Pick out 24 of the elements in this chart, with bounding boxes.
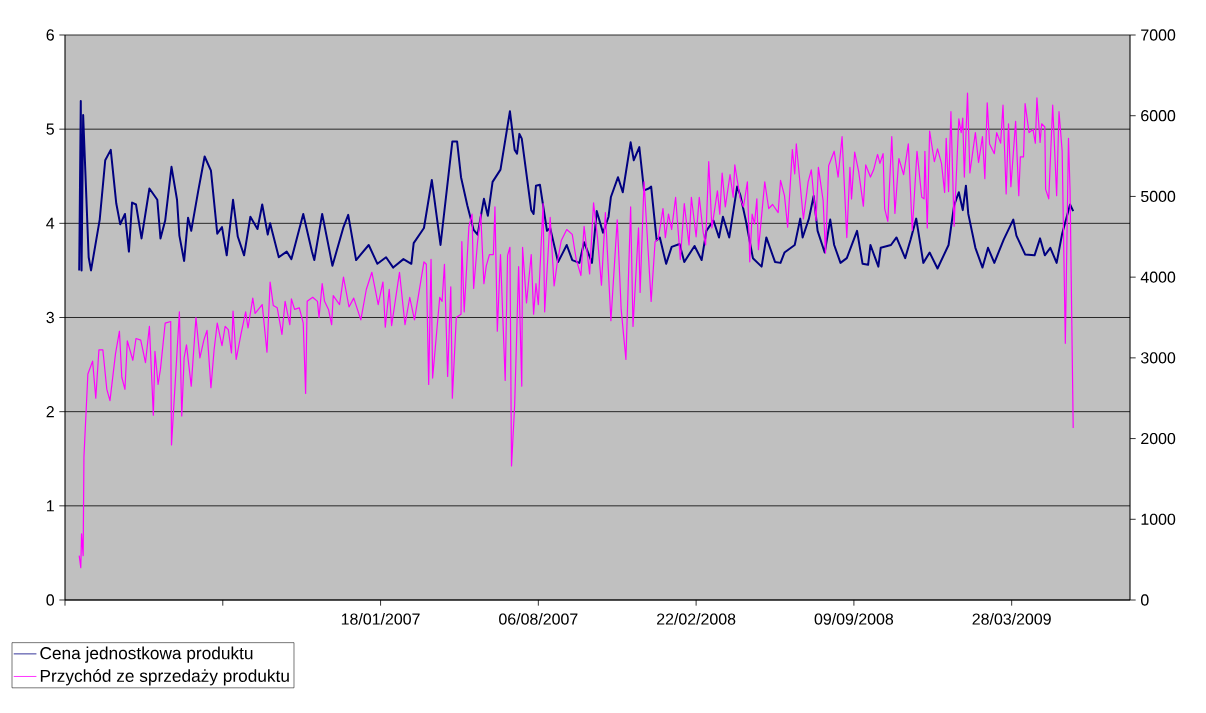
y2-tick-label: 2000 <box>1141 432 1176 445</box>
y-tick-label: 1 <box>47 500 54 512</box>
y2-tick-label: 1000 <box>1141 513 1176 525</box>
y2-tick-label: 5000 <box>1141 190 1176 203</box>
y2-tick-label: 0 <box>1140 594 1149 606</box>
y-tick-label: 4 <box>46 217 55 229</box>
line-series <box>78 99 1075 272</box>
legend-label: Cena jednostkowa produktu <box>40 646 253 663</box>
y2-tick-label: 6000 <box>1141 110 1176 122</box>
x-tick-label: 28/03/2009 <box>972 613 1051 625</box>
x-tick-label: 06/08/2007 <box>499 613 578 625</box>
x-tick-label: 18/01/2007 <box>341 613 420 625</box>
line-series <box>78 92 1074 569</box>
y-tick-label: 2 <box>46 406 54 418</box>
y2-tick-label: 3000 <box>1140 352 1176 364</box>
y2-tick-label: 4000 <box>1140 271 1176 283</box>
y2-tick-label: 7000 <box>1141 29 1176 41</box>
y-tick-label: 3 <box>46 311 54 324</box>
x-tick-label: 22/02/2008 <box>657 613 736 625</box>
y-tick-label: 5 <box>46 123 54 135</box>
legend-label: Przychód ze sprzedaży produktu <box>40 669 289 686</box>
y-tick-label: 6 <box>46 29 54 41</box>
x-tick-label: 09/09/2008 <box>814 613 894 625</box>
y-tick-label: 0 <box>46 594 55 606</box>
